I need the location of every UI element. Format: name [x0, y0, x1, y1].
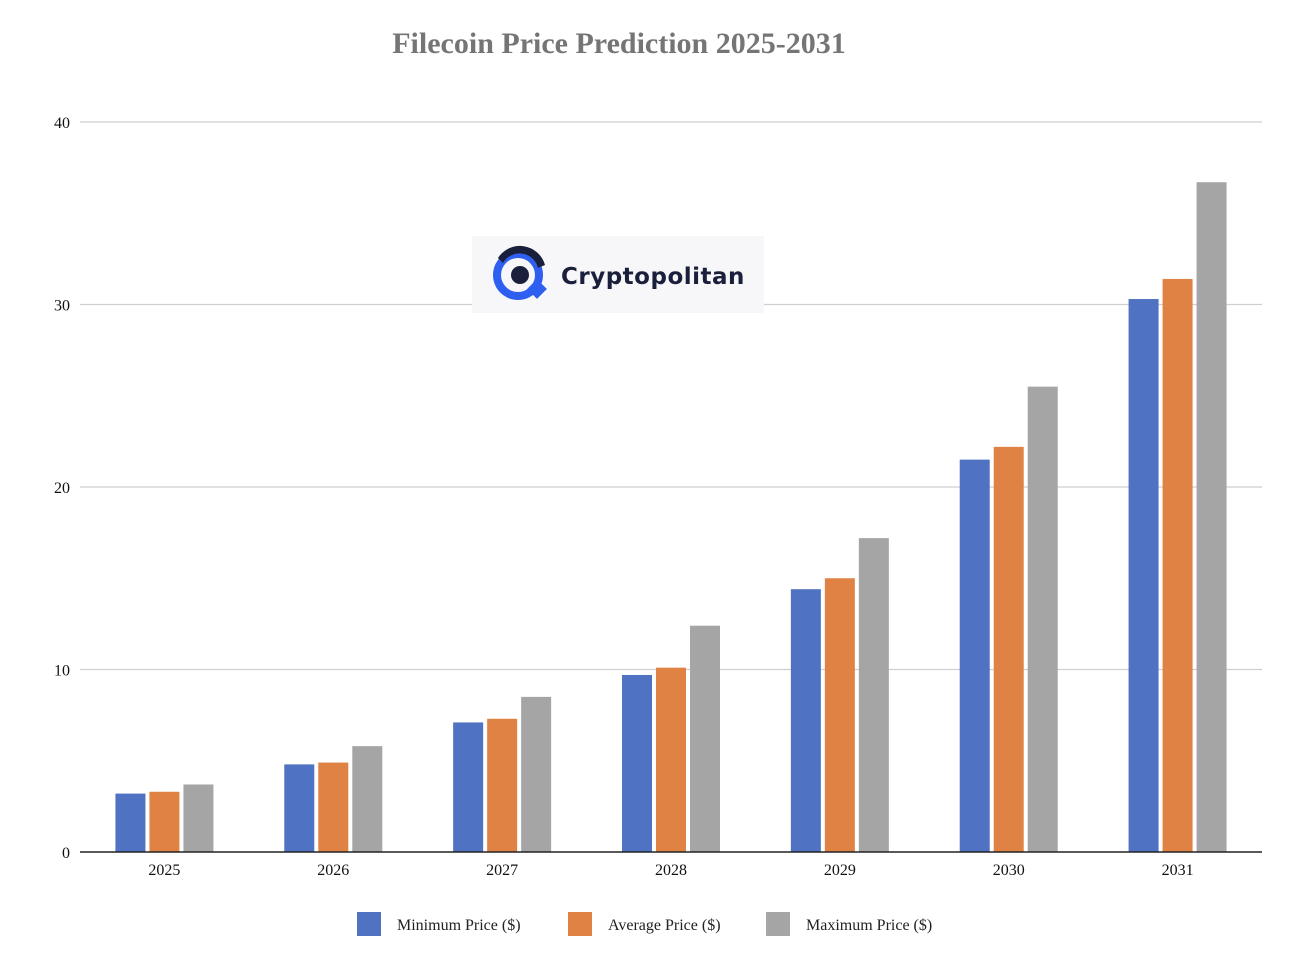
y-tick-label: 10 — [54, 663, 70, 680]
x-tick-label: 2028 — [655, 862, 687, 879]
watermark-text: Cryptopolitan — [561, 264, 745, 290]
bar-2029-series-2 — [824, 578, 855, 852]
gridlines — [80, 121, 1262, 671]
bar-2025-series-1 — [115, 793, 146, 852]
bar-2026-series-2 — [318, 762, 349, 852]
y-tick-label: 20 — [54, 480, 70, 497]
watermark-logo: Cryptopolitan — [472, 236, 764, 313]
bar-2031-series-1 — [1128, 299, 1159, 852]
bar-2028-series-2 — [656, 667, 686, 852]
bar-2027-series-1 — [453, 722, 484, 852]
y-tick-label: 30 — [54, 298, 70, 315]
bar-2025-series-3 — [183, 784, 214, 852]
bar-2026-series-1 — [284, 764, 315, 852]
legend-swatch — [357, 912, 381, 936]
bar-2030-series-1 — [959, 459, 990, 852]
legend-label: Minimum Price ($) — [397, 917, 521, 934]
bars — [115, 182, 1227, 853]
bar-2030-series-2 — [993, 446, 1024, 852]
legend-swatch — [766, 912, 790, 936]
x-tick-label: 2026 — [317, 862, 349, 879]
cryptopolitan-logo-icon — [493, 245, 547, 300]
x-tick-label: 2029 — [824, 862, 856, 879]
bar-2028-series-3 — [690, 625, 720, 852]
y-tick-label: 0 — [62, 845, 70, 862]
bar-2025-series-2 — [149, 791, 180, 852]
bar-2030-series-3 — [1027, 386, 1058, 852]
legend-swatch — [568, 912, 592, 936]
y-tick-label: 40 — [54, 115, 70, 132]
legend: Minimum Price ($) Average Price ($) Maximu… — [357, 912, 932, 936]
bar-2028-series-1 — [622, 674, 652, 852]
x-tick-label: 2031 — [1162, 862, 1194, 879]
bar-2029-series-3 — [858, 538, 889, 852]
chart-title: Filecoin Price Prediction 2025-2031 — [392, 27, 846, 60]
bar-2031-series-3 — [1196, 182, 1227, 853]
x-tick-label: 2027 — [486, 862, 518, 879]
x-tick-label: 2025 — [148, 862, 180, 879]
legend-label: Maximum Price ($) — [806, 917, 932, 934]
bar-2029-series-1 — [790, 589, 821, 852]
legend-label: Average Price ($) — [608, 917, 721, 934]
bar-2027-series-3 — [521, 696, 552, 852]
bar-2027-series-2 — [487, 718, 518, 852]
bar-2026-series-3 — [352, 746, 383, 852]
bar-2031-series-2 — [1162, 278, 1193, 852]
x-tick-label: 2030 — [993, 862, 1025, 879]
